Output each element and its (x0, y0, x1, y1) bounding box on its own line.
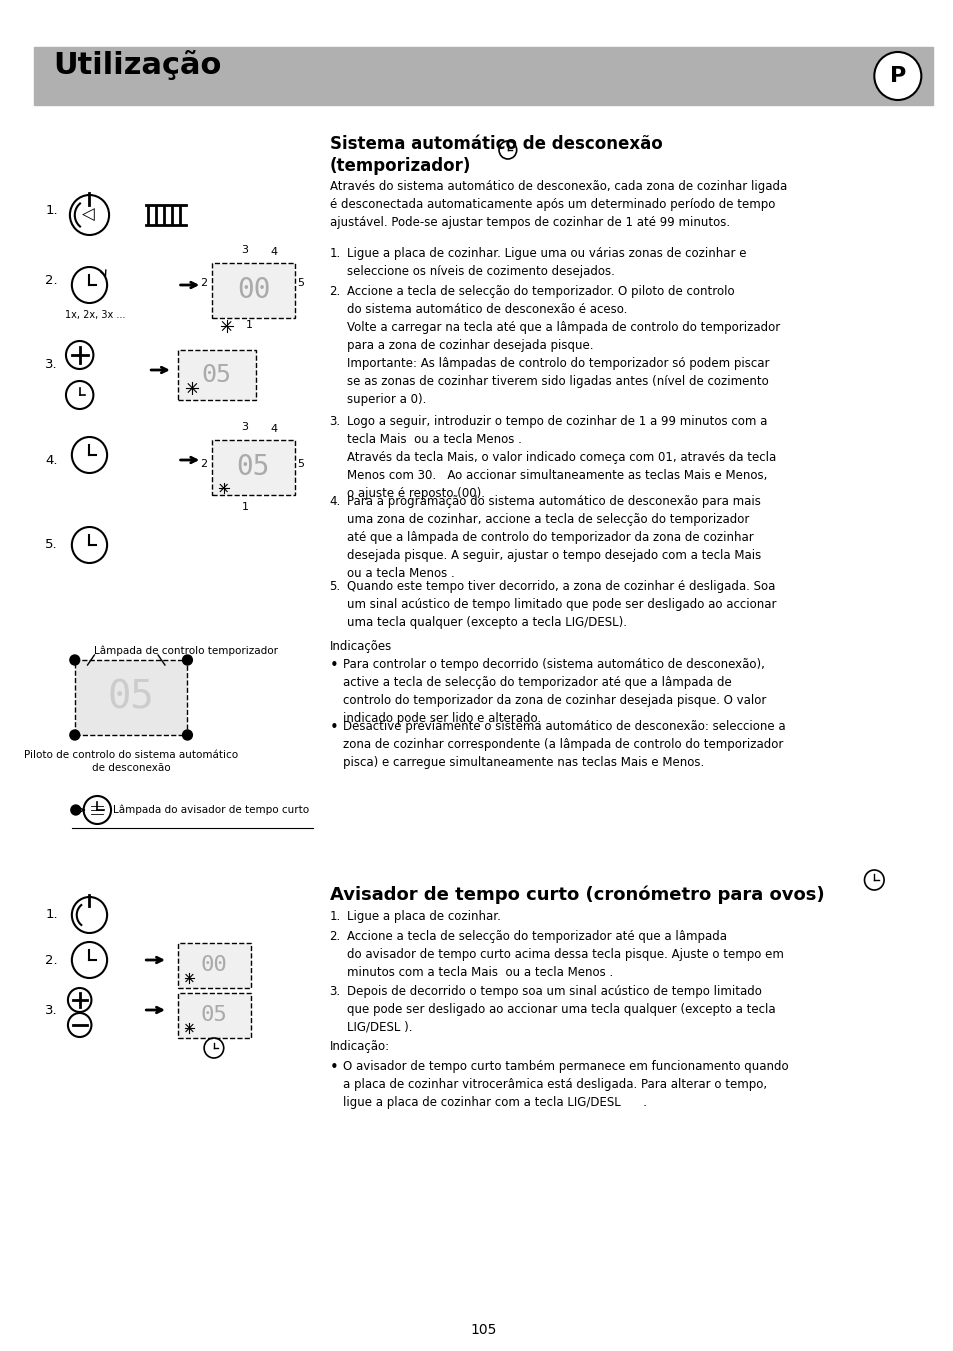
Text: ◁: ◁ (82, 205, 94, 224)
Circle shape (70, 730, 80, 740)
Circle shape (182, 730, 193, 740)
Text: Logo a seguir, introduzir o tempo de cozinhar de 1 a 99 minutos com a
tecla Mais: Logo a seguir, introduzir o tempo de coz… (347, 415, 776, 500)
Text: Utilização: Utilização (53, 50, 221, 80)
Text: 2: 2 (200, 277, 207, 288)
Text: P: P (889, 66, 905, 86)
Text: 3.: 3. (329, 985, 340, 998)
FancyBboxPatch shape (212, 263, 294, 317)
Text: 4: 4 (271, 424, 277, 434)
Text: 5: 5 (297, 277, 304, 288)
Text: 3.: 3. (46, 1004, 58, 1016)
Text: 1.: 1. (46, 908, 58, 921)
Text: 2.: 2. (329, 285, 340, 299)
Text: 5: 5 (297, 459, 304, 469)
Text: 1x, 2x, 3x ...: 1x, 2x, 3x ... (65, 309, 125, 320)
FancyBboxPatch shape (177, 943, 251, 988)
FancyBboxPatch shape (177, 993, 251, 1038)
Text: Piloto de controlo do sistema automático: Piloto de controlo do sistema automático (24, 750, 238, 761)
Text: Para controlar o tempo decorrido (sistema automático de desconexão),
active a te: Para controlar o tempo decorrido (sistem… (343, 658, 766, 725)
Text: de desconexão: de desconexão (91, 763, 171, 773)
Bar (33, 47, 932, 105)
Text: Desactive previamente o sistema automático de desconexão: seleccione a
zona de c: Desactive previamente o sistema automáti… (343, 720, 785, 769)
Text: Através do sistema automático de desconexão, cada zona de cozinhar ligada
é desc: Através do sistema automático de descone… (329, 180, 786, 230)
Text: O avisador de tempo curto também permanece em funcionamento quando
a placa de co: O avisador de tempo curto também permane… (343, 1061, 788, 1109)
Text: 105: 105 (470, 1323, 496, 1337)
FancyBboxPatch shape (177, 350, 255, 400)
Circle shape (182, 655, 193, 665)
Text: Para a programação do sistema automático de desconexão para mais
uma zona de coz: Para a programação do sistema automático… (347, 494, 760, 580)
Text: Accione a tecla de selecção do temporizador. O piloto de controlo
do sistema aut: Accione a tecla de selecção do temporiza… (347, 285, 780, 407)
Text: Lâmpada de controlo temporizador: Lâmpada de controlo temporizador (94, 644, 278, 655)
Text: Depois de decorrido o tempo soa um sinal acústico de tempo limitado
que pode ser: Depois de decorrido o tempo soa um sinal… (347, 985, 775, 1034)
Text: •: • (329, 720, 338, 735)
Text: 2: 2 (200, 459, 207, 469)
Text: 4.: 4. (46, 454, 58, 466)
Text: 3.: 3. (46, 358, 58, 372)
Text: 5.: 5. (46, 539, 58, 551)
Text: 05: 05 (200, 1005, 227, 1025)
Text: Quando este tempo tiver decorrido, a zona de cozinhar é desligada. Soa
um sinal : Quando este tempo tiver decorrido, a zon… (347, 580, 776, 630)
Text: 05: 05 (236, 453, 270, 481)
Text: 1: 1 (241, 503, 248, 512)
FancyBboxPatch shape (74, 661, 188, 735)
Text: Sistema automático de desconexão: Sistema automático de desconexão (329, 135, 661, 153)
Text: •: • (329, 658, 338, 673)
Text: •: • (329, 1061, 338, 1075)
Text: 4.: 4. (329, 494, 340, 508)
Text: 1.: 1. (329, 247, 340, 259)
FancyBboxPatch shape (212, 440, 294, 494)
Text: Ligue a placa de cozinhar.: Ligue a placa de cozinhar. (347, 911, 500, 923)
Text: 00: 00 (236, 277, 270, 304)
Text: Accione a tecla de selecção do temporizador até que a lâmpada
do avisador de tem: Accione a tecla de selecção do temporiza… (347, 929, 783, 979)
Text: (temporizador): (temporizador) (329, 157, 471, 176)
Text: Avisador de tempo curto (cronómetro para ovos): Avisador de tempo curto (cronómetro para… (329, 885, 823, 904)
Text: 4: 4 (271, 247, 277, 257)
Text: 05: 05 (108, 678, 154, 716)
Text: 3.: 3. (329, 415, 340, 428)
Text: 1.: 1. (329, 911, 340, 923)
Text: 2.: 2. (46, 273, 58, 286)
Text: Lâmpada do avisador de tempo curto: Lâmpada do avisador de tempo curto (112, 805, 309, 815)
Text: Indicações: Indicações (329, 640, 392, 653)
Text: 05: 05 (202, 363, 232, 386)
Circle shape (873, 51, 921, 100)
Text: 2.: 2. (46, 954, 58, 966)
Text: 2.: 2. (329, 929, 340, 943)
Text: 1.: 1. (46, 204, 58, 216)
Text: 00: 00 (200, 955, 227, 975)
Text: 5.: 5. (329, 580, 340, 593)
Text: Ligue a placa de cozinhar. Ligue uma ou várias zonas de cozinhar e
seleccione os: Ligue a placa de cozinhar. Ligue uma ou … (347, 247, 746, 278)
Text: 3: 3 (241, 422, 248, 432)
Text: Indicação:: Indicação: (329, 1040, 389, 1052)
Circle shape (71, 805, 81, 815)
Text: 1: 1 (246, 320, 253, 330)
Circle shape (70, 655, 80, 665)
Text: 3: 3 (241, 245, 248, 255)
